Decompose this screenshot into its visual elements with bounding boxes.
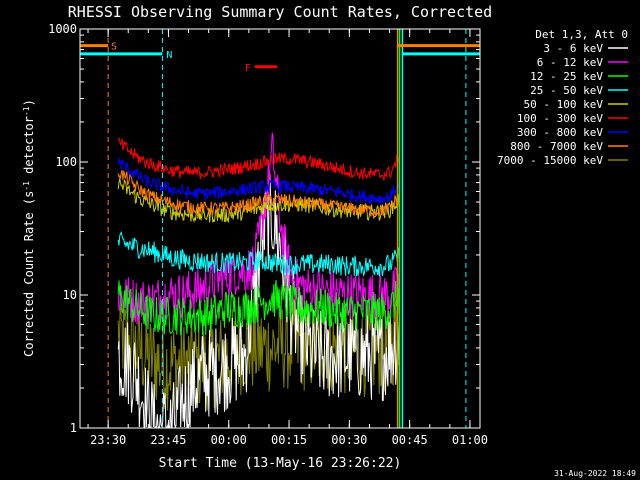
y-axis-label: Corrected Count Rate (s-1 detector-1)	[22, 99, 37, 357]
x-tick-label-6: 01:00	[452, 433, 488, 447]
y-axis-label-mid: detector	[22, 116, 36, 181]
series-line-4	[117, 178, 401, 223]
series-line-5	[118, 137, 400, 181]
x-tick-label-1: 23:45	[150, 433, 186, 447]
x-tick-label-2: 00:00	[211, 433, 247, 447]
y-axis-label-end: )	[22, 99, 36, 106]
legend-label-7: 800 - 7000 keV	[510, 140, 603, 153]
x-tick-label-4: 00:30	[331, 433, 367, 447]
legend-label-4: 50 - 100 keV	[524, 98, 604, 111]
axis-layer: 1 10 100 1000 23:30 23:45 00:00 00:15 00:30 00:45…	[48, 22, 488, 447]
x-tick-label-5: 00:45	[392, 433, 428, 447]
legend-label-3: 25 - 50 keV	[530, 84, 603, 97]
legend-label-6: 300 - 800 keV	[517, 126, 603, 139]
legend-label-8: 7000 - 15000 keV	[497, 154, 603, 167]
legend-header: Det 1,3, Att 0	[535, 28, 628, 41]
y-tick-label-2: 100	[55, 155, 77, 169]
series-layer	[117, 132, 401, 429]
flag-label-f: F	[245, 63, 251, 74]
legend-label-5: 100 - 300 keV	[517, 112, 603, 125]
y-axis-label-main: Corrected Count Rate (s	[22, 191, 36, 357]
footer-timestamp: 31-Aug-2022 18:49	[554, 469, 636, 478]
chart-title: RHESSI Observing Summary Count Rates, Co…	[68, 3, 492, 21]
y-axis-label-sup1: -1	[22, 181, 31, 191]
y-tick-label-1: 10	[63, 288, 77, 302]
x-axis-label: Start Time (13-May-16 23:26:22)	[159, 456, 402, 471]
flag-label-n: N	[166, 50, 172, 61]
legend-label-2: 12 - 25 keV	[530, 70, 603, 83]
legend-label-1: 6 - 12 keV	[537, 56, 604, 69]
series-line-7	[117, 169, 401, 218]
series-line-3	[117, 230, 401, 278]
y-tick-label-3: 1000	[48, 22, 77, 36]
flag-label-s: S	[111, 42, 117, 53]
x-tick-label-3: 00:15	[271, 433, 307, 447]
y-tick-label-0: 1	[70, 421, 77, 435]
series-line-6	[117, 157, 401, 205]
x-tick-label-0: 23:30	[90, 433, 126, 447]
series-line-1	[117, 132, 401, 325]
legend-label-0: 3 - 6 keV	[543, 42, 603, 55]
series-line-2	[117, 279, 400, 336]
plot-frame	[79, 28, 481, 429]
bar-layer: S N F	[80, 42, 480, 74]
series-line-0	[117, 173, 401, 429]
marker-layer	[107, 29, 467, 428]
y-axis-label-sup2: -1	[22, 106, 31, 116]
